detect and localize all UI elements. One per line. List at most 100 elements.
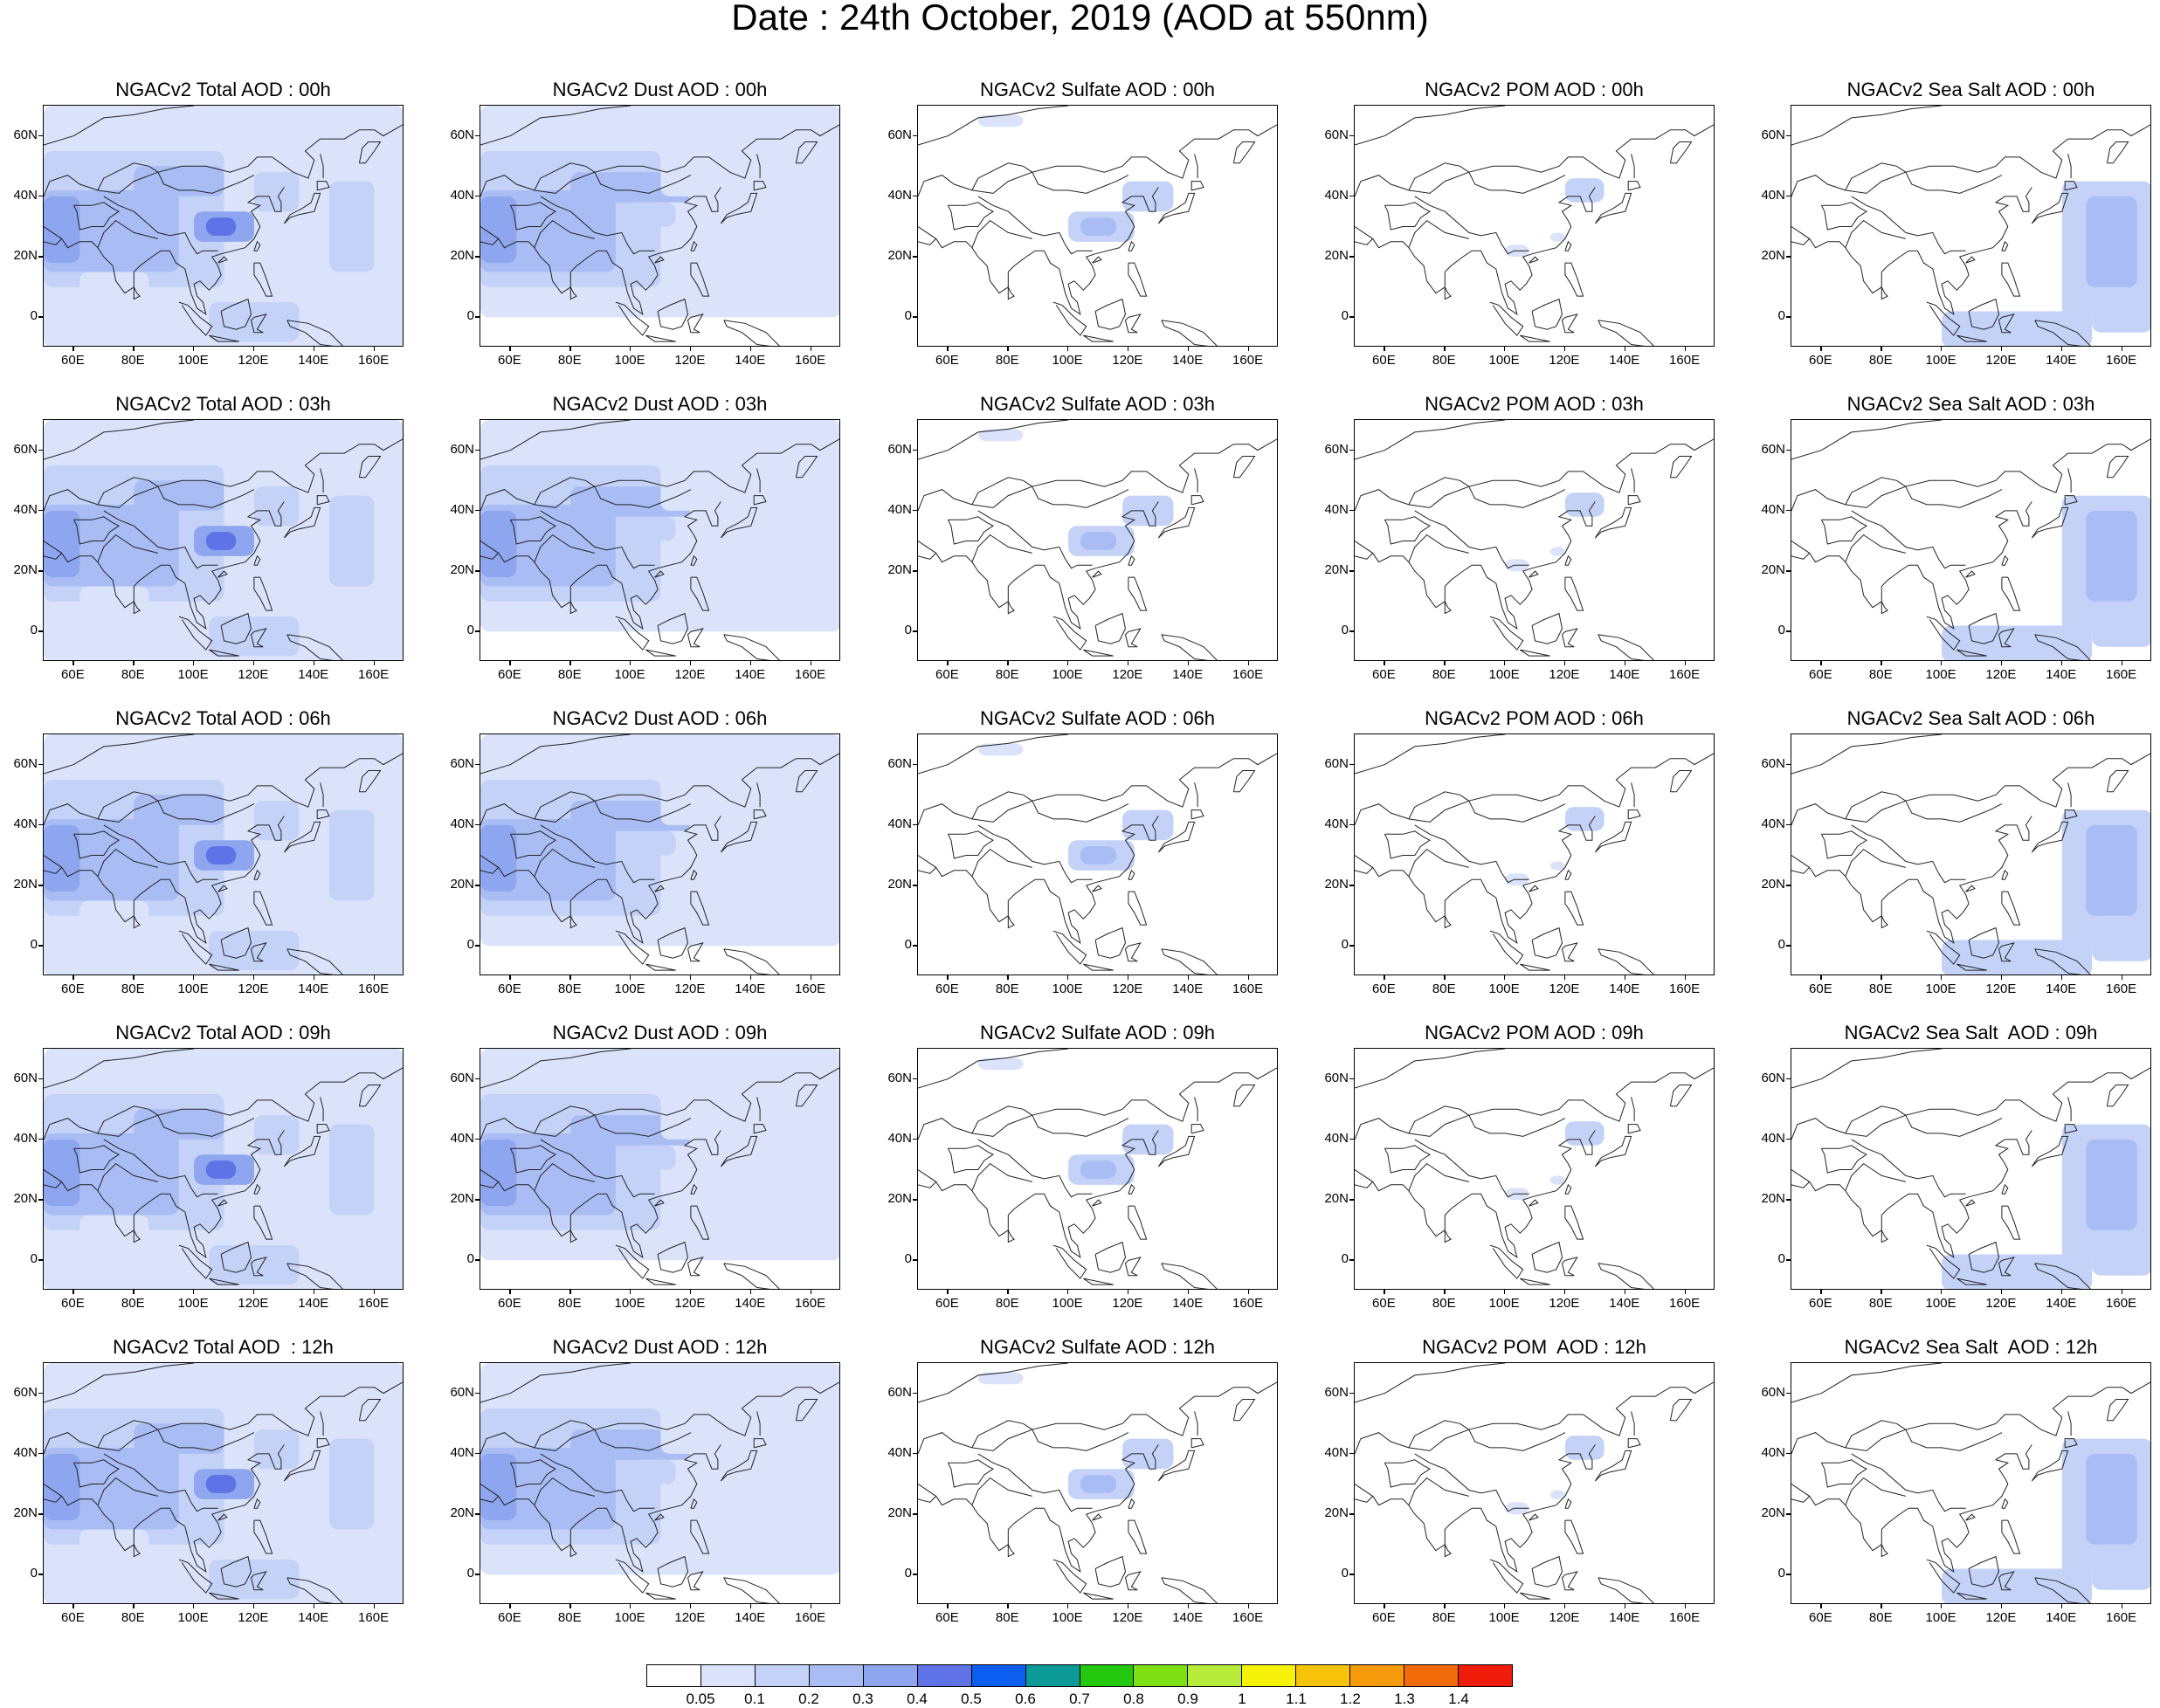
latitude-tick-label: 20N [450, 877, 474, 892]
coastline [1926, 1559, 1961, 1594]
coastline [918, 816, 1159, 945]
colorbar-label: 0.9 [1177, 1691, 1198, 1707]
longitude-tick-label: 120E [1112, 981, 1143, 996]
coastline [316, 181, 330, 191]
longitude-tick-label: 80E [995, 1296, 1019, 1311]
coastline [918, 1381, 1277, 1455]
aod-shading [1080, 1475, 1117, 1493]
coastline [2034, 1577, 2091, 1603]
coastline [753, 1124, 767, 1134]
coastline [2034, 634, 2091, 660]
longitude-tick-label: 140E [298, 1296, 329, 1311]
coastline [1083, 1278, 1114, 1285]
coastline [509, 830, 556, 859]
coastline [654, 570, 665, 578]
coastline [2031, 506, 2069, 539]
longitude-tick [1444, 347, 1446, 351]
latitude-tick-label: 60N [450, 441, 474, 457]
coastline [1791, 106, 1943, 146]
longitude-tick-label: 80E [1868, 981, 1893, 996]
longitude-tick-label: 100E [1052, 1296, 1083, 1311]
latitude-tick [1786, 630, 1791, 632]
coastline [97, 1420, 159, 1449]
longitude-tick-label: 120E [1549, 667, 1580, 682]
aod-shading [1942, 1568, 2093, 1603]
coastline [1161, 1577, 1218, 1603]
coastline [2064, 1438, 2078, 1449]
coastline [1956, 1278, 1987, 1285]
longitude-tick [1247, 975, 1249, 980]
coastline [1791, 553, 1811, 560]
latitude-tick-label: 20N [13, 1505, 38, 1521]
coastline [534, 1105, 596, 1134]
coastline [1094, 1555, 1127, 1587]
coastline [1631, 468, 1635, 493]
colorbar-label: 1.1 [1286, 1691, 1307, 1707]
longitude-tick-label: 80E [1432, 667, 1456, 682]
latitude-tick [1786, 823, 1791, 826]
coastline [97, 848, 158, 877]
aod-shading [2086, 824, 2137, 916]
coastline [480, 420, 631, 460]
coastline [657, 926, 689, 959]
coastline [540, 1453, 655, 1512]
aod-shading [1080, 1160, 1117, 1179]
latitude-tick-label: 60N [13, 441, 38, 457]
coastline [1791, 124, 2150, 197]
latitude-tick [475, 1513, 480, 1515]
panel-title: NGACv2 Total AOD : 03h [115, 393, 331, 415]
longitude-tick [252, 1604, 255, 1608]
coastline [44, 1444, 285, 1574]
coastline [2001, 869, 2009, 880]
aod-shading [209, 931, 300, 971]
coastline [1092, 1199, 1102, 1207]
coastline [723, 634, 780, 660]
map-panel: NGACv2 POM AOD : 06h 60N 40N 20N 0 60E 80E 100E… [1311, 707, 1748, 1022]
aod-map [918, 1363, 1277, 1603]
colorbar-swatch [1350, 1665, 1405, 1686]
coastline [44, 553, 63, 560]
coastline [594, 1429, 692, 1451]
coastline [1032, 486, 1129, 508]
aod-shading [1080, 217, 1117, 236]
coastline [44, 501, 285, 630]
aod-shading [253, 172, 300, 212]
coastline [756, 1411, 761, 1436]
coastline [253, 576, 273, 611]
longitude-tick [1007, 975, 1009, 980]
longitude-tick-label: 140E [298, 1610, 329, 1625]
aod-map [1355, 106, 1714, 346]
latitude-tick [913, 570, 917, 572]
coastline [316, 495, 330, 506]
coastline [1669, 141, 1693, 164]
longitude-tick [193, 975, 195, 980]
aod-shading [205, 846, 237, 864]
longitude-tick [1247, 1604, 1249, 1608]
coastline [1355, 1049, 1506, 1089]
coastline [2064, 495, 2078, 506]
colorbar-swatch [1242, 1665, 1297, 1686]
coastline [220, 612, 252, 644]
coastline [1926, 616, 1961, 651]
longitude-tick [1941, 1290, 1943, 1294]
latitude-tick [1786, 256, 1791, 258]
map-plot-area [43, 1362, 404, 1604]
latitude-tick [475, 316, 480, 318]
latitude-tick [38, 945, 43, 947]
aod-map [1355, 1363, 1714, 1603]
coastline [178, 301, 213, 336]
aod-shading [2086, 1139, 2137, 1230]
aod-shading [134, 1109, 224, 1140]
map-plot-area [917, 733, 1278, 975]
longitude-tick [373, 1604, 375, 1608]
latitude-tick-label: 20N [1761, 877, 1785, 892]
coastline [1956, 963, 1987, 971]
coastline [1032, 800, 1129, 823]
latitude-tick-label: 40N [887, 1444, 912, 1460]
longitude-tick [72, 1290, 74, 1294]
coastline [1052, 1244, 1087, 1279]
latitude-tick-label: 60N [887, 127, 912, 142]
coastline [2031, 821, 2069, 853]
coastline [1564, 262, 1584, 297]
coastline [1128, 1519, 1148, 1554]
